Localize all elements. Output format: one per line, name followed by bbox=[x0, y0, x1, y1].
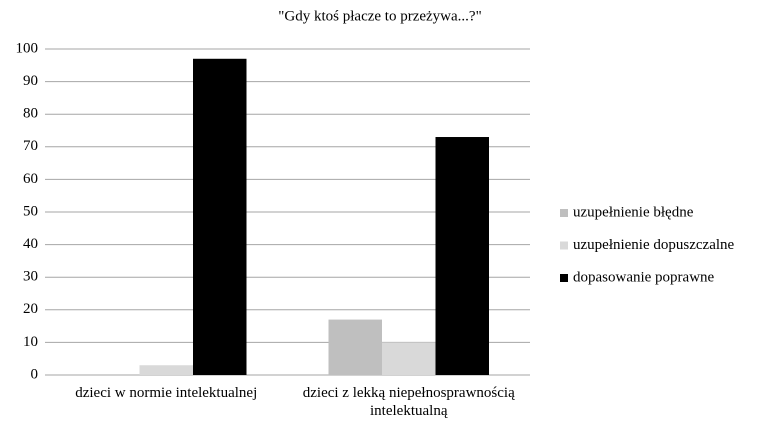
x-tick-label: dzieci z lekką niepełnosprawnością intel… bbox=[302, 385, 515, 419]
y-tick-label: 30 bbox=[23, 269, 38, 285]
bar bbox=[435, 137, 489, 375]
legend-marker bbox=[560, 274, 568, 282]
bar bbox=[139, 365, 193, 375]
bar bbox=[382, 342, 436, 375]
legend-marker bbox=[560, 241, 568, 250]
y-tick-label: 40 bbox=[23, 236, 38, 252]
y-tick-label: 50 bbox=[23, 203, 38, 219]
bar bbox=[193, 58, 247, 375]
y-tick-label: 90 bbox=[23, 73, 38, 89]
y-tick-label: 60 bbox=[23, 171, 38, 187]
bar bbox=[328, 319, 382, 375]
y-tick-label: 70 bbox=[23, 138, 38, 154]
y-tick-label: 80 bbox=[23, 106, 38, 122]
y-tick-label: 100 bbox=[16, 40, 39, 56]
legend-marker bbox=[560, 209, 568, 217]
x-tick-label-box: dzieci z lekką niepełnosprawnością intel… bbox=[302, 385, 515, 419]
x-tick-label: dzieci w normie intelektualnej bbox=[75, 385, 258, 401]
y-tick-label: 10 bbox=[23, 334, 38, 350]
legend-label: uzupełnienie błędne bbox=[573, 204, 694, 220]
y-tick-label: 0 bbox=[31, 366, 39, 382]
chart-title: "Gdy ktoś płacze to przeżywa...?" bbox=[278, 8, 481, 24]
legend-label: dopasowanie poprawne bbox=[573, 269, 715, 285]
legend-label: uzupełnienie dopuszczalne bbox=[573, 237, 735, 253]
y-tick-label: 20 bbox=[23, 301, 38, 317]
x-tick-label-box: dzieci w normie intelektualnej bbox=[75, 385, 258, 401]
